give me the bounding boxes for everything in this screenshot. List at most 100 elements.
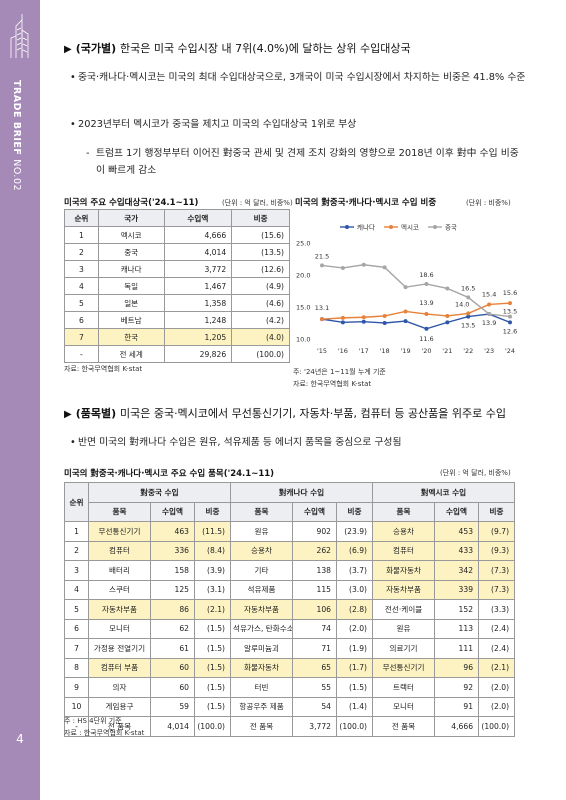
table-cell: 자동차부품 bbox=[230, 599, 294, 620]
column-header: 순위 bbox=[64, 209, 99, 227]
table-cell: 125 bbox=[150, 579, 195, 600]
table-cell: 가정용 전열기기 bbox=[88, 638, 151, 659]
table-cell: (3.0) bbox=[336, 579, 374, 600]
table-row: 1 멕시코 4,666 (15.6) bbox=[64, 226, 290, 244]
table-cell: (4.0) bbox=[231, 328, 290, 346]
table-cell: 화물자동차 bbox=[230, 657, 294, 678]
data-point bbox=[424, 281, 429, 286]
table-cell: 111 bbox=[434, 638, 480, 659]
table-cell: 1,467 bbox=[163, 277, 233, 295]
rank-table: 순위 국가 수입액 비중 1 멕시코 4,666 (15.6) 2 중국 4,014 (13.5) 3… bbox=[64, 209, 290, 363]
data-point bbox=[445, 286, 450, 291]
rank-table-caption: 미국의 주요 수입대상국('24.1~11) bbox=[64, 198, 199, 208]
table-cell: 91 bbox=[434, 696, 480, 717]
data-label: 13.1 bbox=[315, 304, 329, 312]
data-point bbox=[508, 320, 512, 325]
table-cell: (1.5) bbox=[193, 618, 232, 639]
data-point bbox=[508, 301, 512, 306]
column-header: 국가 bbox=[97, 209, 165, 227]
x-tick-label: '20 bbox=[421, 347, 431, 355]
table-cell: 60 bbox=[150, 657, 195, 678]
table-cell: (1.7) bbox=[336, 657, 374, 678]
data-point bbox=[487, 312, 492, 317]
data-point bbox=[382, 313, 387, 318]
table-cell: 71 bbox=[292, 638, 338, 659]
table-cell: 96 bbox=[434, 657, 480, 678]
table-cell: (1.4) bbox=[336, 696, 374, 717]
table-row: 3 배터리 158 (3.9) 기타 138 (3.7) 화물자동차 342 (7.3) bbox=[64, 560, 516, 581]
table-cell: (9.3) bbox=[478, 540, 516, 561]
table-cell: (100.0) bbox=[231, 345, 290, 363]
data-point bbox=[361, 319, 366, 324]
item-table: 순위 對중국 수입 對캐나다 수입 對멕시코 수입 품목 수입액 비중 품목 수입액 비중 품목 수입… bbox=[64, 482, 516, 737]
table-cell: 모니터 bbox=[88, 618, 151, 639]
table-cell: (3.1) bbox=[193, 579, 232, 600]
table-cell: 152 bbox=[434, 599, 480, 620]
x-tick-label: '18 bbox=[380, 347, 390, 355]
table-cell: (12.6) bbox=[231, 260, 290, 278]
y-tick-label: 15.0 bbox=[296, 304, 310, 312]
data-label: 14.0 bbox=[455, 300, 469, 308]
table-cell: 1 bbox=[64, 521, 89, 542]
table-row: 2 중국 4,014 (13.5) bbox=[64, 243, 290, 261]
data-point bbox=[340, 320, 345, 325]
table-cell: 92 bbox=[434, 677, 480, 698]
table-cell: (4.9) bbox=[231, 277, 290, 295]
data-point bbox=[424, 326, 429, 331]
legend-marker bbox=[389, 225, 393, 229]
table-cell: (7.3) bbox=[478, 560, 516, 581]
table-row: 6 모니터 62 (1.5) 석유가스, 탄화수소 74 (2.0) 원유 113 (2.4) bbox=[64, 618, 516, 639]
data-point bbox=[466, 314, 471, 319]
y-tick-label: 20.0 bbox=[296, 272, 310, 280]
table-cell: 1,248 bbox=[163, 311, 233, 329]
column-header: 수입액 bbox=[163, 209, 233, 227]
table-row: 5 자동차부품 86 (2.1) 자동차부품 106 (2.8) 전선·케이블 152 (3.3) bbox=[64, 599, 516, 620]
table-cell: (2.8) bbox=[336, 599, 374, 620]
table-cell: 902 bbox=[292, 521, 338, 542]
table-cell: (13.5) bbox=[231, 243, 290, 261]
triangle-bullet-icon: ▶ bbox=[64, 44, 72, 55]
column-header: 품목 bbox=[372, 501, 436, 522]
table-cell: 중국 bbox=[97, 243, 165, 261]
data-point bbox=[340, 315, 345, 320]
table-cell: (2.1) bbox=[193, 599, 232, 620]
table-cell: 262 bbox=[292, 540, 338, 561]
table-row: 1 무선통신기기 463 (11.5) 원유 902 (23.9) 승용차 453 (9.7) bbox=[64, 521, 516, 542]
line-chart: 캐나다 멕시코 중국 25.0 20.0 15.0 10.0 '15 '16 '17 '18 '19 '… bbox=[296, 223, 517, 356]
table-cell: 의료기기 bbox=[372, 638, 436, 659]
table-cell: 65 bbox=[292, 657, 338, 678]
table-cell: - bbox=[64, 716, 89, 737]
table-cell: (2.0) bbox=[478, 677, 516, 698]
item-table-note: 주 : HS 4단위 기준 bbox=[64, 717, 122, 725]
table-cell: (3.9) bbox=[193, 560, 232, 581]
table-cell: 3,772 bbox=[163, 260, 233, 278]
column-header: 품목 bbox=[88, 501, 151, 522]
table-cell: 29,826 bbox=[163, 345, 233, 363]
table-cell: (6.9) bbox=[336, 540, 374, 561]
legend-marker bbox=[433, 225, 437, 229]
table-cell: 멕시코 bbox=[97, 226, 165, 244]
table-cell: (4.2) bbox=[231, 311, 290, 329]
x-tick-label: '23 bbox=[484, 347, 494, 355]
table-cell: 4 bbox=[64, 277, 99, 295]
table-cell: 60 bbox=[150, 677, 195, 698]
table-cell: (2.1) bbox=[478, 657, 516, 678]
data-point bbox=[320, 263, 324, 268]
table-cell: 6 bbox=[64, 311, 99, 329]
table-cell: 4,014 bbox=[163, 243, 233, 261]
table-cell: 배터리 bbox=[88, 560, 151, 581]
group-header: 對멕시코 수입 bbox=[372, 482, 516, 503]
data-point bbox=[403, 285, 408, 290]
data-point bbox=[487, 302, 492, 307]
table-cell: (1.5) bbox=[193, 638, 232, 659]
table-cell: 전 품목 bbox=[372, 716, 436, 737]
bullet-text: 2023년부터 멕시코가 중국을 제치고 미국의 수입대상국 1위로 부상 bbox=[70, 116, 528, 133]
table-cell: 61 bbox=[150, 638, 195, 659]
data-point bbox=[382, 321, 387, 325]
data-label: 18.6 bbox=[419, 271, 433, 279]
table-cell: 독일 bbox=[97, 277, 165, 295]
rank-table-source: 자료: 한국무역협회 K-stat bbox=[64, 365, 143, 373]
table-cell: 원유 bbox=[230, 521, 294, 542]
table-cell: 4,666 bbox=[163, 226, 233, 244]
column-header: 수입액 bbox=[434, 501, 480, 522]
